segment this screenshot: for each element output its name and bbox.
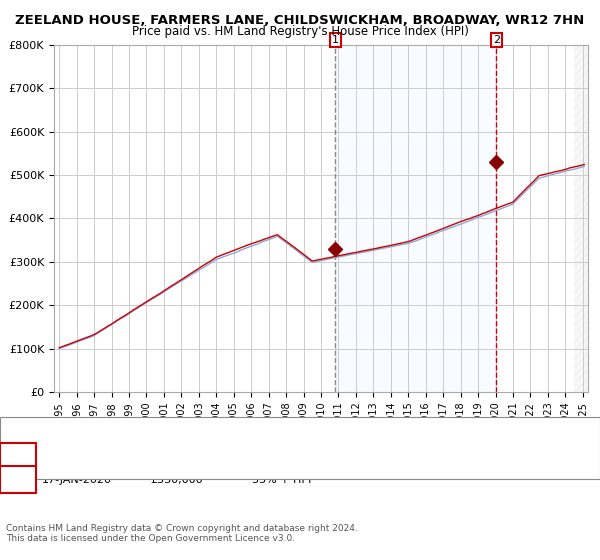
Text: 1: 1 — [14, 451, 22, 461]
HPI: Average price, detached house, Wychavon: (2.03e+03, 5.2e+05): Average price, detached house, Wychavon:… — [581, 163, 588, 170]
ZEELAND HOUSE, FARMERS LANE, CHILDSWICKHAM, BROADWAY, WR12 7HN (detached h — [444, 223, 451, 230]
Text: 26-OCT-2010: 26-OCT-2010 — [42, 451, 115, 461]
Line: HPI: Average price, detached house, Wychavon: HPI: Average price, detached house, Wych… — [59, 166, 584, 348]
HPI: Average price, detached house, Wychavon: (2.01e+03, 3.27e+05): Average price, detached house, Wychavon:… — [238, 247, 245, 254]
Line: ZEELAND HOUSE, FARMERS LANE, CHILDSWICKHAM, BROADWAY, WR12 7HN (detached h: ZEELAND HOUSE, FARMERS LANE, CHILDSWICKH… — [59, 165, 584, 348]
Text: 33% ↑ HPI: 33% ↑ HPI — [252, 475, 311, 485]
ZEELAND HOUSE, FARMERS LANE, CHILDSWICKHAM, BROADWAY, WR12 7HN (detached h — [238, 244, 245, 251]
Text: £530,000: £530,000 — [150, 475, 203, 485]
Text: ZEELAND HOUSE, FARMERS LANE, CHILDSWICKHAM, BROADWAY, WR12 7HN (detached h: ZEELAND HOUSE, FARMERS LANE, CHILDSWICKH… — [48, 428, 487, 438]
HPI: Average price, detached house, Wychavon: (2e+03, 1e+05): Average price, detached house, Wychavon:… — [56, 345, 63, 352]
Text: Price paid vs. HM Land Registry's House Price Index (HPI): Price paid vs. HM Land Registry's House … — [131, 25, 469, 38]
Text: ZEELAND HOUSE, FARMERS LANE, CHILDSWICKHAM, BROADWAY, WR12 7HN: ZEELAND HOUSE, FARMERS LANE, CHILDSWICKH… — [16, 14, 584, 27]
Text: 6% ↑ HPI: 6% ↑ HPI — [252, 451, 304, 461]
Text: 1: 1 — [332, 35, 339, 45]
HPI: Average price, detached house, Wychavon: (2.02e+03, 3.76e+05): Average price, detached house, Wychavon:… — [444, 226, 451, 232]
Bar — [574, 45, 592, 392]
ZEELAND HOUSE, FARMERS LANE, CHILDSWICKHAM, BROADWAY, WR12 7HN (detached h — [328, 254, 335, 260]
Text: Contains HM Land Registry data © Crown copyright and database right 2024.
This d: Contains HM Land Registry data © Crown c… — [6, 524, 358, 543]
ZEELAND HOUSE, FARMERS LANE, CHILDSWICKHAM, BROADWAY, WR12 7HN (detached h — [511, 197, 518, 204]
ZEELAND HOUSE, FARMERS LANE, CHILDSWICKHAM, BROADWAY, WR12 7HN (detached h — [56, 344, 63, 351]
Text: 2: 2 — [14, 475, 22, 485]
Text: £330,000: £330,000 — [150, 451, 203, 461]
ZEELAND HOUSE, FARMERS LANE, CHILDSWICKHAM, BROADWAY, WR12 7HN (detached h — [447, 222, 454, 229]
HPI: Average price, detached house, Wychavon: (2.02e+03, 3.78e+05): Average price, detached house, Wychavon:… — [447, 225, 454, 231]
ZEELAND HOUSE, FARMERS LANE, CHILDSWICKHAM, BROADWAY, WR12 7HN (detached h — [581, 161, 588, 168]
Bar — [335, 45, 496, 392]
HPI: Average price, detached house, Wychavon: (2.01e+03, 3.08e+05): Average price, detached house, Wychavon:… — [328, 255, 335, 262]
Text: 17-JAN-2020: 17-JAN-2020 — [42, 475, 112, 485]
Text: 2: 2 — [493, 35, 500, 45]
Text: HPI: Average price, detached house, Wychavon: HPI: Average price, detached house, Wych… — [48, 447, 280, 458]
HPI: Average price, detached house, Wychavon: (2.02e+03, 3.67e+05): Average price, detached house, Wychavon:… — [434, 229, 441, 236]
HPI: Average price, detached house, Wychavon: (2.02e+03, 4.36e+05): Average price, detached house, Wychavon:… — [511, 199, 518, 206]
ZEELAND HOUSE, FARMERS LANE, CHILDSWICKHAM, BROADWAY, WR12 7HN (detached h — [434, 227, 441, 234]
